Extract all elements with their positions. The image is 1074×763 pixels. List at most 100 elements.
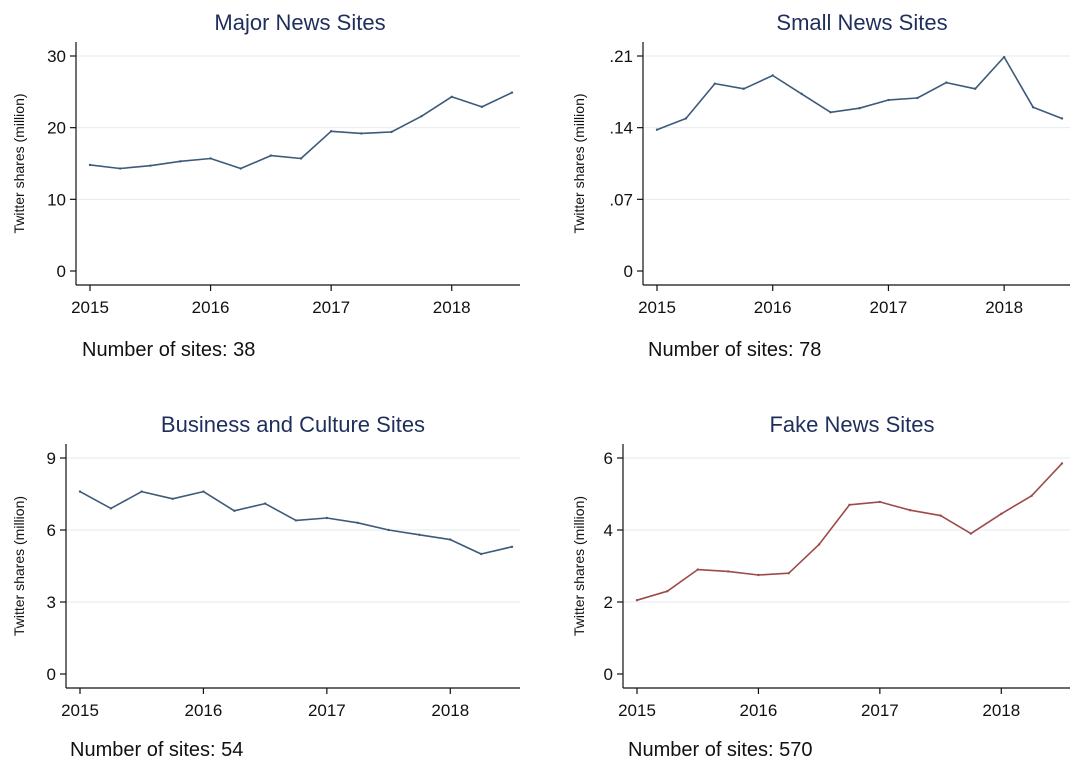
data-point: [684, 117, 688, 120]
data-point: [387, 528, 390, 532]
data-point: [510, 545, 514, 548]
data-point: [329, 130, 333, 133]
y-tick-label: 30: [47, 47, 66, 66]
x-tick-label: 2017: [861, 701, 899, 720]
data-point: [974, 87, 977, 90]
y-tick-label: 20: [47, 119, 66, 138]
data-point: [696, 568, 699, 571]
data-point: [829, 111, 832, 114]
y-tick-label: .14: [609, 119, 633, 138]
data-point: [109, 507, 113, 510]
data-point: [757, 573, 760, 577]
data-point: [449, 538, 452, 541]
y-tick-label: 0: [604, 665, 613, 684]
y-axis-label: Twitter shares (million): [11, 496, 27, 636]
data-point: [140, 490, 143, 493]
data-point: [1031, 105, 1035, 109]
data-point: [939, 514, 942, 517]
data-point: [1000, 512, 1003, 515]
x-tick-label: 2018: [431, 701, 469, 720]
y-tick-label: .21: [609, 47, 633, 66]
data-point: [878, 500, 882, 504]
data-point: [1060, 462, 1064, 465]
sites-count-note: Number of sites: 570: [628, 739, 813, 761]
x-tick-label: 2018: [433, 298, 471, 317]
data-point: [787, 572, 790, 575]
data-point: [848, 503, 851, 506]
data-point: [945, 81, 948, 84]
data-point: [969, 532, 973, 535]
y-axis-label: Twitter shares (million): [571, 93, 587, 233]
data-point: [1030, 494, 1033, 497]
data-point: [390, 130, 393, 134]
chart-panel-4: 0 2 4 6 2015 2016 2017 2018 Fake News Sites Twitt…: [571, 412, 1070, 761]
x-tick-label: 2018: [985, 298, 1023, 317]
data-point: [480, 105, 484, 109]
sites-count-note: Number of sites: 78: [648, 339, 821, 361]
data-point: [1060, 117, 1064, 120]
data-point: [742, 87, 745, 90]
data-point: [479, 552, 483, 556]
data-point: [420, 115, 423, 118]
chart-title: Business and Culture Sites: [161, 412, 425, 437]
chart-title: Fake News Sites: [769, 412, 934, 437]
y-tick-label: 4: [604, 521, 613, 540]
data-point: [78, 490, 82, 493]
y-tick-label: 10: [47, 190, 66, 209]
x-tick-label: 2016: [192, 298, 230, 317]
data-point: [726, 570, 730, 573]
data-point: [202, 490, 205, 493]
y-tick-label: 2: [604, 593, 613, 612]
sites-count-note: Number of sites: 38: [82, 339, 255, 361]
y-tick-label: 6: [604, 449, 613, 468]
data-point: [418, 533, 421, 536]
data-point: [510, 91, 514, 94]
x-tick-label: 2015: [618, 701, 656, 720]
data-point: [666, 590, 669, 593]
data-point: [356, 521, 359, 524]
x-tick-label: 2018: [982, 701, 1020, 720]
data-point: [269, 154, 273, 157]
data-point: [179, 160, 182, 163]
x-tick-label: 2016: [185, 701, 223, 720]
data-point: [239, 167, 242, 170]
x-tick-label: 2016: [740, 701, 778, 720]
data-point: [118, 167, 122, 170]
x-tick-label: 2016: [754, 298, 792, 317]
data-point: [800, 92, 803, 96]
series-line: [79, 490, 513, 555]
y-axis-label: Twitter shares (million): [571, 496, 587, 636]
data-point: [88, 163, 92, 167]
y-tick-label: 0: [624, 262, 633, 281]
y-axis-label: Twitter shares (million): [11, 93, 27, 233]
data-point: [294, 519, 298, 522]
data-point: [635, 599, 639, 602]
y-tick-label: 0: [57, 262, 66, 281]
data-point: [149, 164, 152, 167]
data-point: [360, 132, 363, 135]
y-tick-label: 3: [47, 593, 56, 612]
x-tick-label: 2015: [61, 701, 99, 720]
y-tick-label: .07: [609, 190, 633, 209]
x-tick-label: 2017: [870, 298, 908, 317]
data-point: [909, 509, 912, 512]
data-point: [916, 96, 919, 100]
x-tick-label: 2017: [308, 701, 346, 720]
chart-title: Major News Sites: [214, 10, 385, 35]
x-tick-label: 2017: [312, 298, 350, 317]
data-point: [858, 107, 861, 110]
data-point: [887, 98, 890, 102]
y-tick-label: 9: [47, 449, 56, 468]
series-line: [636, 462, 1063, 601]
sites-count-note: Number of sites: 54: [70, 739, 243, 761]
chart-title: Small News Sites: [776, 10, 947, 35]
data-point: [713, 82, 717, 85]
chart-panel-1: 0 10 20 30 2015 2016 2017 2018 Major News Sites T…: [11, 10, 520, 361]
x-tick-label: 2015: [71, 298, 109, 317]
data-point: [325, 516, 329, 520]
y-tick-label: 6: [47, 521, 56, 540]
series-line: [656, 56, 1063, 131]
data-point: [771, 74, 774, 77]
data-point: [171, 497, 174, 500]
